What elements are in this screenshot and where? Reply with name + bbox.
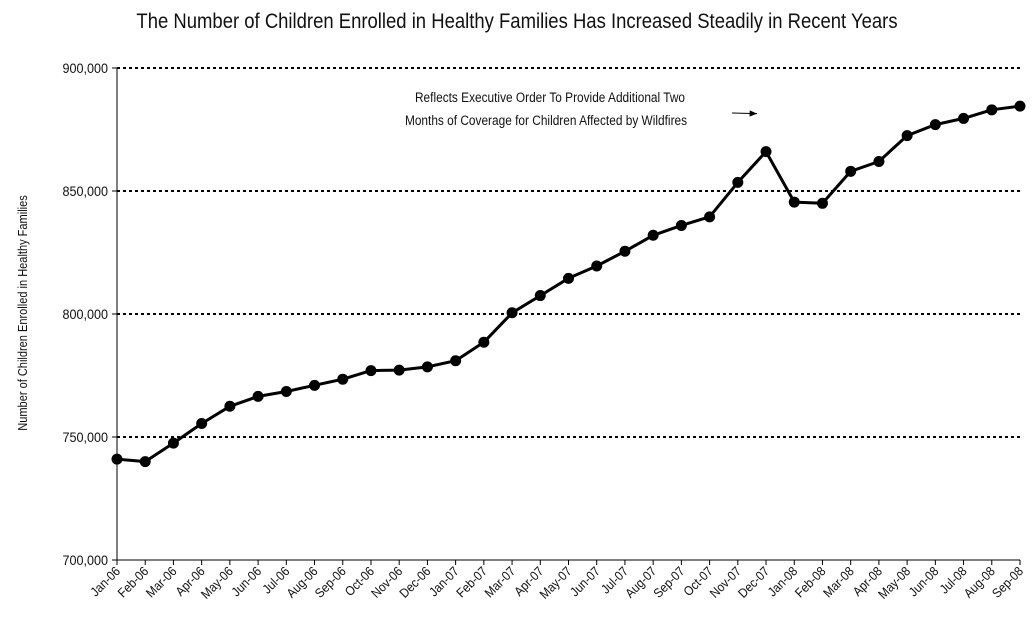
data-point bbox=[450, 355, 462, 367]
x-tick-label: May-06 bbox=[198, 564, 236, 602]
x-tick-label: Aug-06 bbox=[284, 564, 321, 601]
x-tick-label: Dec-06 bbox=[397, 564, 434, 601]
data-point bbox=[704, 211, 716, 223]
data-point bbox=[929, 119, 941, 131]
x-tick-label: Feb-07 bbox=[453, 564, 490, 601]
x-tick-label: Mar-06 bbox=[143, 564, 180, 601]
data-point bbox=[224, 400, 236, 412]
y-tick-label: 850,000 bbox=[63, 183, 108, 199]
x-tick-label: Jun-06 bbox=[229, 564, 265, 600]
data-point bbox=[958, 112, 970, 124]
data-point bbox=[280, 385, 292, 397]
data-point bbox=[845, 165, 857, 177]
x-tick-label: Jun-07 bbox=[567, 564, 603, 600]
data-point bbox=[196, 417, 208, 429]
data-point bbox=[732, 176, 744, 188]
x-tick-label: Nov-07 bbox=[707, 564, 744, 601]
y-tick-label: 700,000 bbox=[63, 552, 108, 568]
data-point bbox=[816, 197, 828, 209]
x-tick-label: Mar-07 bbox=[482, 564, 519, 601]
data-point bbox=[139, 456, 151, 468]
x-tick-labels: Jan-06Feb-06Mar-06Apr-06May-06Jun-06Jul-… bbox=[88, 564, 1027, 602]
data-point bbox=[167, 437, 179, 449]
data-point bbox=[506, 307, 518, 319]
data-point bbox=[675, 219, 687, 231]
data-point bbox=[986, 104, 998, 116]
data-point bbox=[760, 146, 772, 158]
y-tick-label: 900,000 bbox=[63, 60, 108, 76]
annotation: Reflects Executive Order To Provide Addi… bbox=[405, 89, 758, 128]
data-point bbox=[563, 272, 574, 284]
data-point bbox=[534, 290, 546, 302]
data-point bbox=[365, 365, 377, 377]
y-axis-label: Number of Children Enrolled in Healthy F… bbox=[15, 195, 30, 430]
x-tick-label: May-08 bbox=[875, 564, 913, 602]
x-tick-label: Sep-07 bbox=[651, 564, 688, 601]
x-tick-label: Sep-08 bbox=[989, 564, 1026, 601]
series-layer bbox=[111, 100, 1026, 468]
data-point bbox=[647, 229, 659, 241]
x-tick-label: Sep-06 bbox=[312, 564, 349, 601]
data-point bbox=[591, 260, 603, 272]
x-tick-label: May-07 bbox=[537, 564, 575, 602]
chart-title: The Number of Children Enrolled in Healt… bbox=[136, 10, 898, 33]
data-point bbox=[1014, 100, 1026, 112]
gridlines bbox=[117, 67, 1020, 438]
data-point bbox=[873, 155, 885, 167]
y-tick-label: 750,000 bbox=[63, 429, 108, 445]
data-point bbox=[309, 379, 321, 391]
axes bbox=[112, 67, 1021, 565]
series-line bbox=[116, 104, 1021, 464]
annotation-text: Reflects Executive Order To Provide Addi… bbox=[415, 89, 685, 105]
x-tick-label: Feb-06 bbox=[115, 564, 152, 601]
data-point bbox=[478, 336, 490, 348]
x-tick-label: Jun-08 bbox=[906, 564, 942, 600]
x-tick-label: Mar-08 bbox=[820, 564, 857, 601]
x-tick-label: Aug-07 bbox=[622, 564, 659, 601]
data-point bbox=[619, 245, 631, 257]
annotation-text: Months of Coverage for Children Affected… bbox=[405, 112, 687, 128]
x-tick-label: Dec-07 bbox=[735, 564, 772, 601]
data-point bbox=[421, 361, 433, 373]
x-tick-label: Feb-08 bbox=[792, 564, 829, 601]
annotation-arrowhead bbox=[749, 110, 758, 117]
data-point bbox=[252, 390, 264, 402]
data-point bbox=[111, 453, 123, 465]
y-tick-label: 800,000 bbox=[63, 306, 108, 322]
x-tick-label: Nov-06 bbox=[368, 564, 405, 601]
data-point bbox=[901, 130, 913, 142]
y-tick-labels: 700,000 750,000 800,000 850,000 900,000 bbox=[63, 60, 108, 568]
data-point bbox=[337, 373, 349, 385]
x-tick-label: Aug-08 bbox=[961, 564, 998, 601]
data-point bbox=[393, 364, 405, 376]
data-point bbox=[788, 196, 800, 208]
